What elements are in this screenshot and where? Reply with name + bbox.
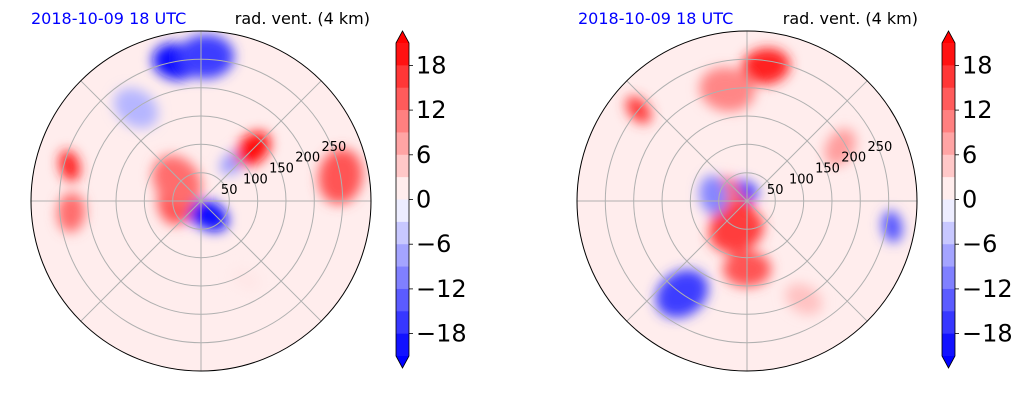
grid-spoke (746, 80, 868, 202)
colorbar-swatch (942, 333, 955, 357)
polar-frame (30, 30, 372, 372)
radial-tick-label: 50 (767, 183, 784, 198)
colorbar-swatch (942, 132, 955, 156)
colorbar-swatch (396, 87, 409, 111)
title-date: 2018-10-09 18 UTC (31, 9, 186, 28)
colorbar-swatch (396, 43, 409, 66)
colorbar-swatch (396, 266, 409, 290)
radial-tick-label: 150 (269, 162, 294, 177)
colorbar-tick-label: 6 (416, 141, 431, 169)
colorbar-tick-label: 0 (416, 186, 431, 214)
field-feature (231, 267, 262, 292)
colorbar-extend-max (942, 31, 955, 43)
field-feature (699, 175, 728, 215)
polar-frame (576, 30, 918, 372)
grid-spoke (80, 200, 202, 322)
grid-spoke (626, 80, 748, 202)
colorbar-extend-min (942, 356, 955, 368)
colorbar-swatch (942, 177, 955, 200)
colorbar-swatch (396, 244, 409, 267)
colorbar-swatch (396, 288, 409, 312)
colorbar-swatch (942, 311, 955, 335)
radial-tick-label: 250 (321, 140, 346, 155)
colorbar-outline (941, 30, 956, 369)
radial-tick-label: 150 (815, 162, 840, 177)
radial-tick-label: 100 (243, 172, 268, 187)
colorbar-swatch (942, 110, 955, 133)
field-feature (708, 207, 764, 254)
colorbar-swatch (942, 221, 955, 245)
colorbar-tick-label: 0 (962, 186, 977, 214)
colorbar-swatch (396, 154, 409, 178)
field-feature (178, 34, 234, 79)
colorbar-swatch (396, 132, 409, 156)
colorbar-swatch (942, 87, 955, 111)
colorbar: 18 12 6 0 −6 −12 −18 (941, 30, 1013, 369)
colorbar-tick-label: 6 (962, 141, 977, 169)
colorbar-outline (395, 30, 410, 369)
colorbar-swatch (396, 177, 409, 200)
colorbar-swatch (942, 266, 955, 290)
grid-spoke (80, 80, 202, 202)
colorbar-tick-label: −12 (962, 275, 1013, 303)
colorbar-swatch (396, 221, 409, 245)
colorbar-tick-label: 12 (962, 96, 993, 124)
radial-tick-label: 200 (295, 151, 320, 166)
colorbar-tick-label: 18 (962, 51, 993, 79)
colorbar-tick-label: 18 (416, 51, 447, 79)
colorbar-swatch (942, 288, 955, 312)
colorbar-swatch (942, 65, 955, 89)
colorbar-tick-label: −18 (962, 320, 1013, 348)
radial-tick-label: 200 (841, 151, 866, 166)
polar-grid (31, 31, 371, 371)
colorbar-swatch (942, 199, 955, 223)
colorbar: 18 12 6 0 −6 −12 −18 (395, 30, 467, 369)
colorbar-tick-label: 12 (416, 96, 447, 124)
colorbar-swatch (396, 199, 409, 223)
polar-grid (577, 31, 917, 371)
grid-spoke (746, 200, 868, 322)
field-feature (59, 150, 81, 182)
colorbar-extend-max (396, 31, 409, 43)
grid-spoke (200, 80, 322, 202)
colorbar-swatch (396, 65, 409, 89)
colorbar-swatch (396, 110, 409, 133)
title-variable: rad. vent. (4 km) (783, 9, 918, 28)
colorbar-swatch (942, 43, 955, 66)
colorbar-tick-label: −18 (416, 320, 467, 348)
colorbar-tick-label: −6 (416, 230, 451, 258)
field-feature (152, 155, 202, 207)
title-variable: rad. vent. (4 km) (235, 9, 370, 28)
colorbar-swatch (942, 244, 955, 267)
radial-tick-label: 250 (867, 140, 892, 155)
field-feature (57, 192, 86, 233)
colorbar-tick-label: −12 (416, 275, 467, 303)
title-date: 2018-10-09 18 UTC (578, 9, 733, 28)
colorbar-tick-label: −6 (962, 230, 997, 258)
colorbar-swatch (942, 154, 955, 178)
field-feature (742, 48, 790, 85)
colorbar-swatch (396, 333, 409, 357)
field-feature (824, 128, 856, 166)
grid-spoke (626, 200, 748, 322)
colorbar-extend-min (396, 356, 409, 368)
colorbar-swatch (396, 311, 409, 335)
field-feature (881, 210, 903, 243)
grid-spoke (200, 200, 322, 322)
radial-tick-label: 50 (221, 183, 238, 198)
radial-tick-label: 100 (789, 172, 814, 187)
